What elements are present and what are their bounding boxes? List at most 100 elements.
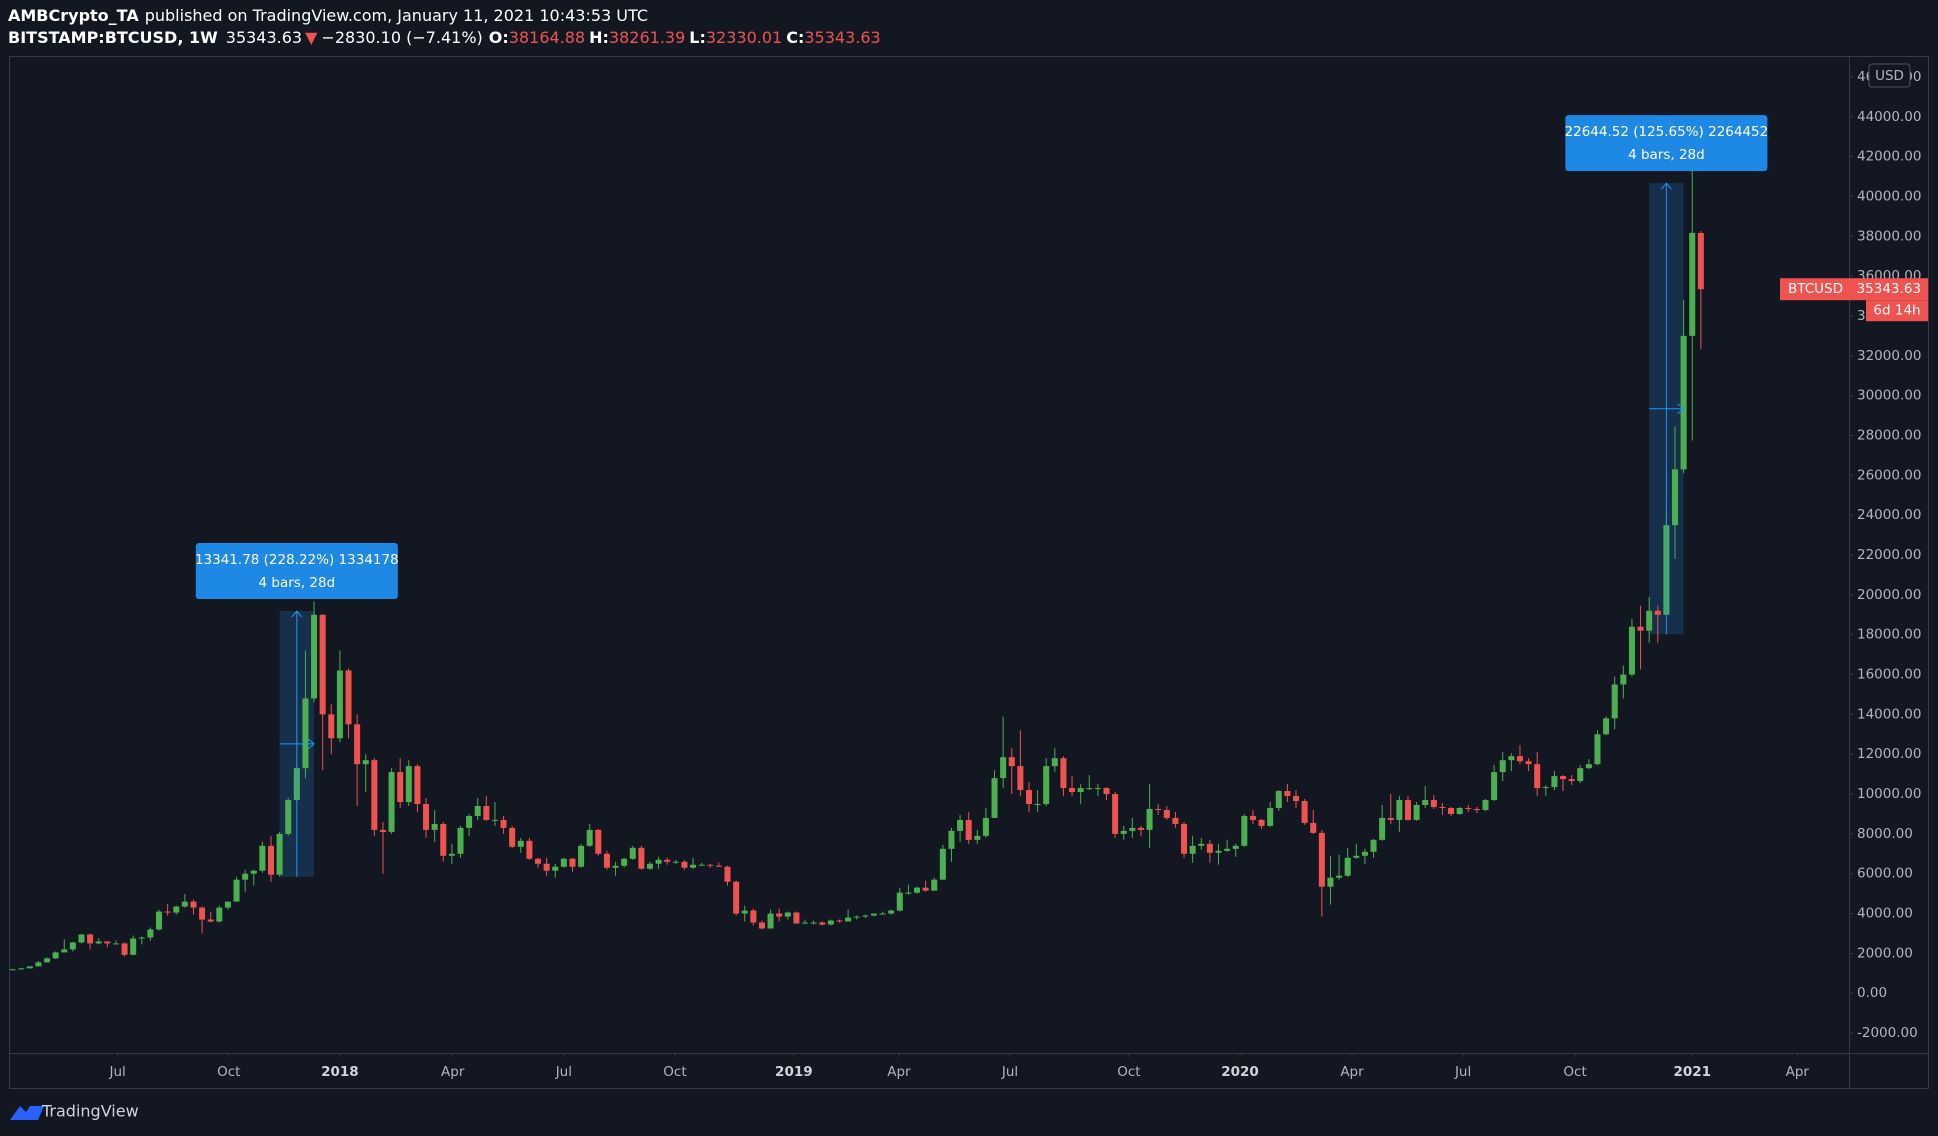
candle-body	[1146, 808, 1153, 830]
candle-body	[1499, 760, 1506, 773]
candle-body	[603, 853, 610, 868]
ohlc-value: 38261.39	[609, 28, 685, 47]
y-tick-label: 2000.00	[1857, 945, 1913, 961]
candle-body	[569, 858, 576, 867]
candle-body	[1094, 788, 1101, 790]
candle-body	[819, 922, 826, 925]
candle-body	[1689, 232, 1696, 336]
currency-badge: USD	[1868, 63, 1911, 88]
candle-body	[965, 819, 972, 840]
candle-body	[1422, 800, 1429, 805]
brand[interactable]: TradingView	[41, 1102, 139, 1121]
candle-body	[957, 819, 964, 831]
candle-body	[1508, 756, 1515, 761]
candle-body	[931, 879, 938, 891]
candle-body	[905, 892, 912, 894]
candle-body	[1292, 796, 1300, 802]
candle-body	[1301, 801, 1308, 823]
axes: -2000.00 0.00 2000.00 4000.00 6000.00 8000.00…	[109, 69, 1922, 1080]
candle-body	[1387, 817, 1394, 820]
candle-body	[836, 920, 843, 922]
y-tick-label: 30000.00	[1857, 388, 1921, 404]
symbol: BITSTAMP:BTCUSD, 1W	[8, 28, 218, 47]
candle-body	[1482, 800, 1489, 810]
candle-body	[1051, 758, 1058, 767]
ohlc-value: 32330.01	[706, 28, 782, 47]
measure-sublabel: 4 bars, 28d	[259, 575, 336, 591]
y-tick-label: 28000.00	[1857, 427, 1921, 443]
price-label-value: 35343.63	[1857, 281, 1921, 297]
author: AMBCrypto_TA	[8, 6, 139, 25]
candle-body	[259, 845, 266, 871]
candle-body	[190, 901, 197, 908]
candle-body	[1654, 610, 1661, 615]
ohlc-key: O:	[489, 28, 509, 47]
x-tick-label: 2020	[1221, 1064, 1259, 1080]
candle-body	[388, 772, 395, 832]
candle-body	[1551, 776, 1558, 788]
candle-body	[1025, 790, 1033, 804]
candle-body	[362, 760, 369, 765]
candle-body	[586, 829, 593, 846]
candle-body	[87, 934, 94, 944]
candle-body	[1628, 626, 1635, 675]
y-tick-label: 22000.00	[1857, 547, 1921, 563]
candle-body	[1043, 766, 1050, 804]
candle-body	[1379, 817, 1386, 840]
candle-body	[1155, 808, 1162, 810]
x-tick-label: Apr	[1340, 1064, 1364, 1080]
candle-body	[1491, 772, 1498, 801]
y-tick-label: 12000.00	[1857, 746, 1921, 762]
candle-body	[672, 861, 679, 863]
header-line-2: BITSTAMP:BTCUSD, 1W 35343.63 ▼ −2830.10 (−7…	[8, 28, 881, 47]
candle-body	[147, 929, 154, 938]
candle-body	[1430, 800, 1437, 807]
candle-body	[948, 830, 955, 849]
candle-body	[1361, 851, 1368, 856]
candle-body	[69, 942, 76, 950]
candle-body	[1353, 855, 1360, 858]
x-tick-label: 2021	[1673, 1064, 1711, 1080]
candle-body	[1060, 758, 1067, 789]
candle-body	[724, 866, 731, 882]
candle-body	[1637, 626, 1644, 631]
candle-body	[26, 966, 33, 969]
measure-sublabel: 4 bars, 28d	[1628, 147, 1705, 163]
x-tick-label: 2019	[775, 1064, 813, 1080]
y-tick-label: 10000.00	[1857, 786, 1921, 802]
candle-body	[879, 913, 886, 915]
candle-body	[1456, 807, 1463, 814]
candle-body	[483, 805, 490, 820]
candle-body	[1258, 819, 1265, 826]
candle-body	[1249, 815, 1256, 820]
candle-body	[405, 766, 412, 803]
candle-body	[1568, 779, 1575, 782]
x-tick-label: Jul	[555, 1064, 572, 1080]
candle-body	[638, 847, 645, 869]
change: −2830.10 (−7.41%)	[321, 28, 482, 47]
candle-body	[1585, 764, 1592, 769]
x-tick-label: Jul	[1454, 1064, 1471, 1080]
candle-body	[423, 804, 430, 830]
candle-body	[612, 865, 619, 868]
candle-body	[1137, 827, 1144, 830]
x-tick-label: Apr	[1786, 1064, 1810, 1080]
candle-body	[1465, 807, 1472, 809]
candle-body	[104, 941, 111, 944]
candle-body	[1198, 843, 1205, 846]
candle-body	[130, 938, 137, 955]
candle-body	[379, 829, 386, 832]
y-tick-label: 4000.00	[1857, 906, 1913, 922]
candle-body	[1413, 804, 1420, 820]
x-tick-label: Jul	[1001, 1064, 1018, 1080]
candle-body	[827, 920, 834, 925]
candle-body	[552, 866, 559, 871]
candle-body	[1163, 809, 1170, 818]
candle-body	[707, 864, 714, 866]
candle-body	[414, 766, 421, 804]
candle-body	[18, 968, 25, 970]
candle-body	[354, 724, 361, 765]
candle-body	[35, 962, 42, 967]
currency-box	[1868, 63, 1911, 88]
candle-body	[1284, 791, 1291, 797]
